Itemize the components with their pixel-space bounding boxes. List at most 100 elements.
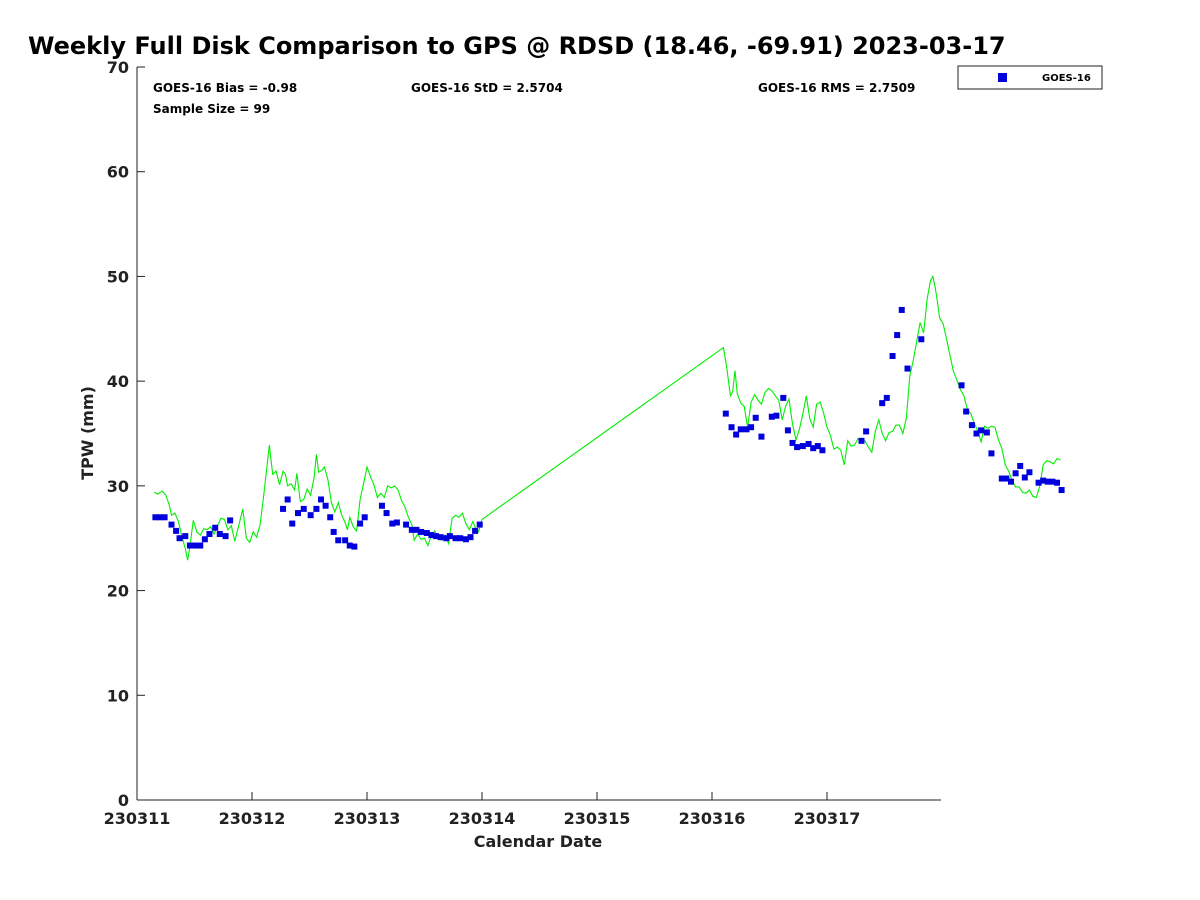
data-point — [1003, 475, 1010, 482]
data-point — [330, 528, 337, 535]
data-point — [222, 533, 229, 540]
data-point — [192, 542, 199, 549]
x-tick-label: 230313 — [334, 809, 401, 828]
data-point — [898, 306, 905, 313]
data-point — [805, 440, 812, 447]
data-point — [794, 444, 801, 451]
data-point — [361, 514, 368, 521]
data-point — [1026, 469, 1033, 476]
data-point — [773, 412, 780, 419]
data-point — [206, 531, 213, 538]
data-point — [737, 426, 744, 433]
data-point — [346, 542, 353, 549]
rms-stat: GOES-16 RMS = 2.7509 — [758, 81, 915, 95]
data-point — [733, 431, 740, 438]
data-point — [467, 534, 474, 541]
data-point — [443, 535, 450, 542]
data-point — [403, 521, 410, 528]
data-point — [300, 505, 307, 512]
y-tick-label: 20 — [107, 582, 129, 601]
data-point — [161, 514, 168, 521]
data-point — [433, 533, 439, 540]
data-point — [393, 519, 400, 526]
y-tick-label: 60 — [107, 163, 129, 182]
data-point — [152, 514, 159, 521]
data-point — [1049, 478, 1056, 485]
data-point — [289, 520, 296, 527]
data-point — [357, 520, 364, 527]
data-point — [284, 496, 291, 503]
data-point — [883, 394, 890, 401]
data-point — [789, 439, 796, 446]
data-point — [1054, 479, 1060, 486]
data-point — [1017, 462, 1024, 469]
data-point — [173, 527, 180, 534]
std-stat: GOES-16 StD = 2.5704 — [411, 81, 563, 95]
data-point — [318, 496, 324, 503]
data-point — [168, 521, 175, 528]
data-point — [307, 512, 314, 519]
data-point — [476, 521, 483, 528]
data-point — [748, 424, 755, 431]
data-point — [780, 394, 787, 401]
data-point — [722, 410, 729, 417]
x-tick-label: 230312 — [219, 809, 286, 828]
data-point — [814, 443, 821, 450]
data-point — [389, 520, 396, 527]
legend-marker — [998, 73, 1007, 82]
data-point — [889, 353, 896, 360]
data-point — [197, 542, 204, 549]
data-point — [408, 526, 415, 533]
x-tick-label: 230311 — [104, 809, 171, 828]
data-point — [998, 475, 1005, 482]
data-point — [973, 430, 980, 437]
data-point — [295, 510, 301, 517]
data-point — [351, 543, 358, 550]
data-point — [728, 424, 735, 431]
data-point — [378, 502, 385, 509]
data-point — [758, 433, 765, 440]
data-point — [452, 535, 459, 542]
chart-title: Weekly Full Disk Comparison to GPS @ RDS… — [28, 32, 1006, 60]
legend-label: GOES-16 — [1042, 73, 1091, 84]
data-point — [894, 332, 901, 339]
data-point — [1008, 478, 1014, 485]
data-point — [413, 526, 420, 533]
data-point — [1044, 478, 1051, 485]
x-tick-label: 230316 — [679, 809, 746, 828]
y-axis-label: TPW (mm) — [78, 386, 97, 480]
bias-stat: GOES-16 Bias = -0.98 — [153, 81, 297, 95]
data-point — [978, 427, 985, 434]
legend: GOES-16 — [957, 65, 1103, 90]
data-point — [472, 527, 479, 534]
y-tick-label: 10 — [107, 686, 129, 705]
data-point — [212, 524, 219, 531]
y-tick-label: 40 — [107, 372, 129, 391]
data-point — [327, 514, 334, 521]
data-point — [743, 426, 750, 433]
y-tick-label: 70 — [107, 58, 129, 77]
data-point — [988, 450, 995, 457]
data-point — [428, 532, 435, 539]
data-point — [918, 336, 925, 343]
data-point — [863, 428, 870, 435]
data-point — [983, 429, 990, 436]
data-point — [335, 537, 342, 544]
data-point — [799, 443, 806, 450]
data-point — [182, 533, 189, 540]
data-point — [1058, 487, 1065, 494]
data-point — [176, 535, 183, 542]
y-tick-label: 50 — [107, 267, 129, 286]
data-point — [201, 536, 208, 543]
data-point — [1012, 470, 1019, 477]
gps-series-line — [154, 274, 1061, 561]
y-tick-label: 30 — [107, 477, 129, 496]
data-point — [423, 529, 430, 536]
data-point — [768, 413, 775, 420]
data-point — [810, 445, 817, 452]
legend-box — [957, 65, 1103, 90]
data-point — [858, 437, 865, 444]
x-tick-label: 230315 — [564, 809, 631, 828]
data-point — [383, 510, 390, 517]
